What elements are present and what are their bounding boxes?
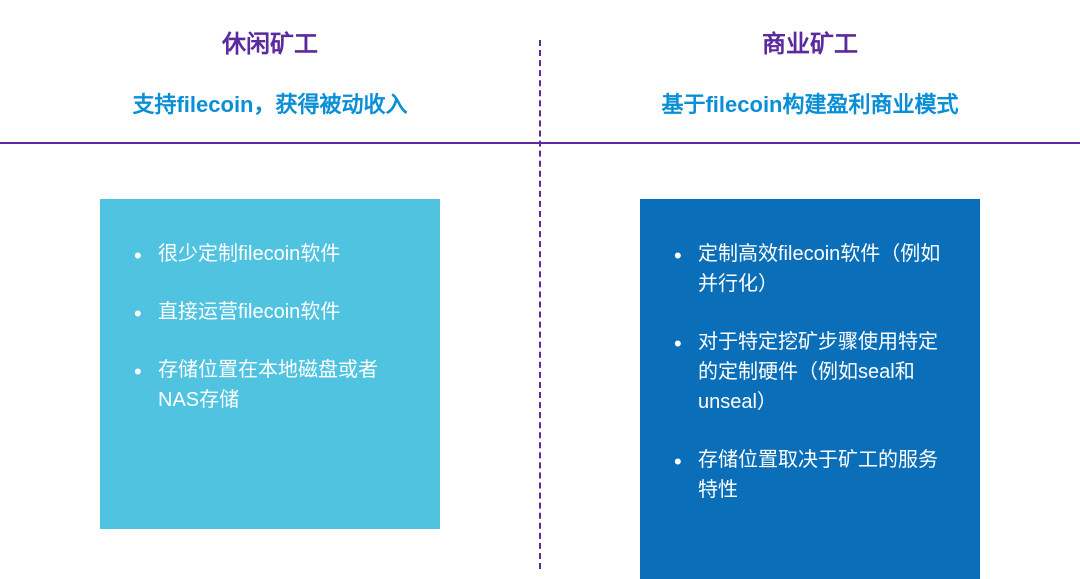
right-content-box: 定制高效filecoin软件（例如并行化） 对于特定挖矿步骤使用特定的定制硬件（… xyxy=(640,199,980,579)
list-item: 很少定制filecoin软件 xyxy=(130,239,410,269)
left-content-box: 很少定制filecoin软件 直接运营filecoin软件 存储位置在本地磁盘或… xyxy=(100,199,440,529)
vertical-divider xyxy=(539,40,541,569)
right-bullet-list: 定制高效filecoin软件（例如并行化） 对于特定挖矿步骤使用特定的定制硬件（… xyxy=(670,239,950,505)
left-bullet-list: 很少定制filecoin软件 直接运营filecoin软件 存储位置在本地磁盘或… xyxy=(130,239,410,415)
right-title: 商业矿工 xyxy=(580,24,1040,59)
list-item: 定制高效filecoin软件（例如并行化） xyxy=(670,239,950,299)
left-header: 休闲矿工 支持filecoin，获得被动收入 xyxy=(40,0,500,139)
right-column: 商业矿工 基于filecoin构建盈利商业模式 定制高效filecoin软件（例… xyxy=(540,0,1080,579)
list-item: 存储位置取决于矿工的服务特性 xyxy=(670,445,950,505)
list-item: 对于特定挖矿步骤使用特定的定制硬件（例如seal和unseal） xyxy=(670,327,950,417)
list-item: 存储位置在本地磁盘或者NAS存储 xyxy=(130,355,410,415)
list-item: 直接运营filecoin软件 xyxy=(130,297,410,327)
left-subtitle: 支持filecoin，获得被动收入 xyxy=(40,87,500,119)
right-subtitle: 基于filecoin构建盈利商业模式 xyxy=(580,87,1040,119)
left-column: 休闲矿工 支持filecoin，获得被动收入 很少定制filecoin软件 直接… xyxy=(0,0,540,579)
left-title: 休闲矿工 xyxy=(40,24,500,59)
comparison-container: 休闲矿工 支持filecoin，获得被动收入 很少定制filecoin软件 直接… xyxy=(0,0,1080,579)
right-header: 商业矿工 基于filecoin构建盈利商业模式 xyxy=(580,0,1040,139)
